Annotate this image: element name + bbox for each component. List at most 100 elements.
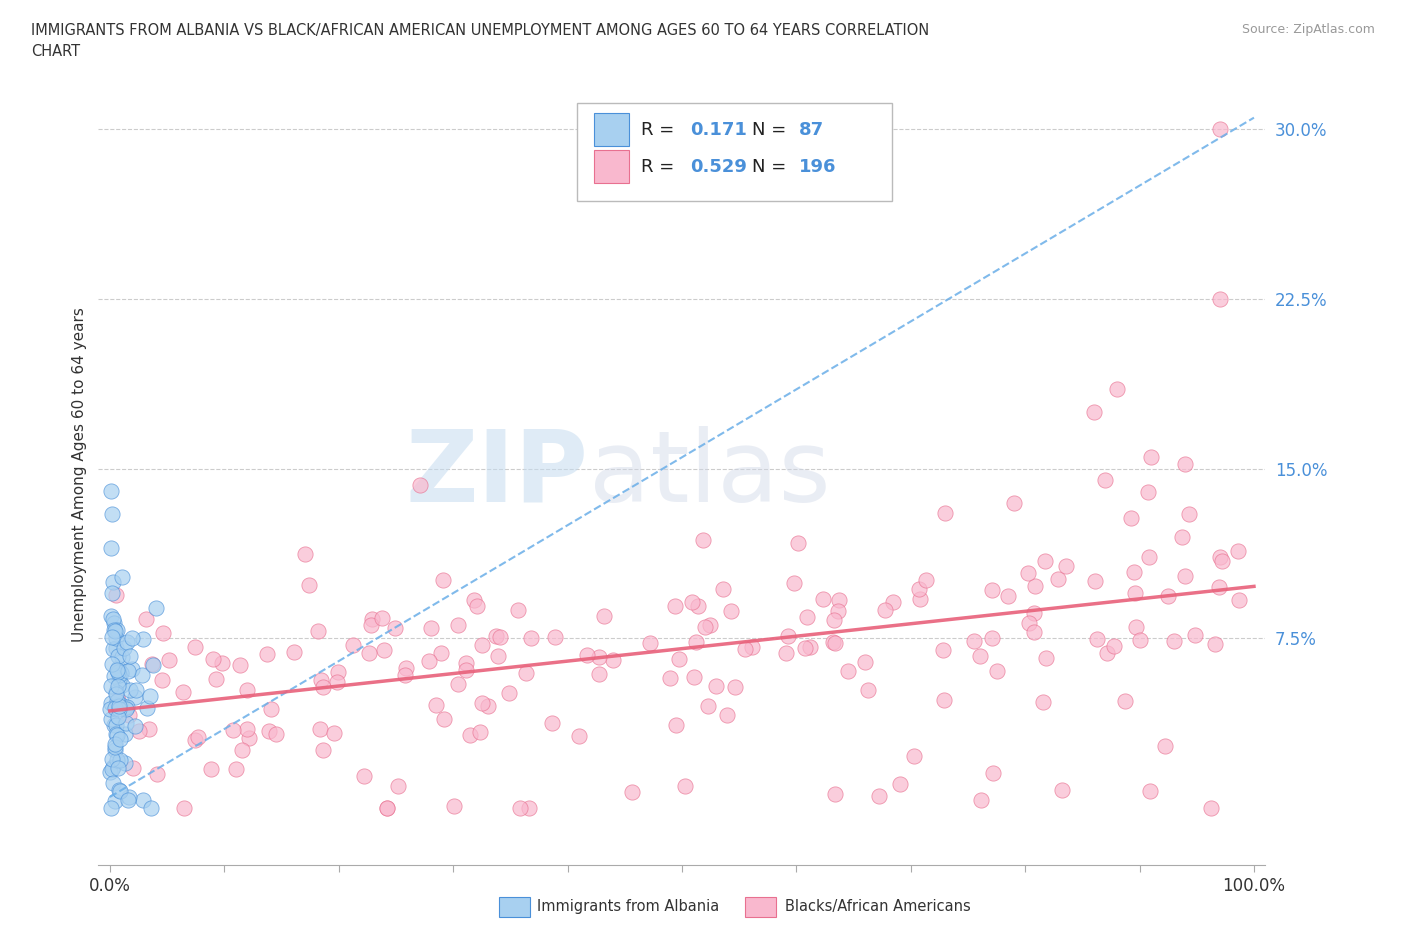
Point [907, 581, 929, 596]
Point [360, 618, 382, 632]
Point [853, 655, 876, 670]
Point [173, 801, 195, 816]
Point [124, 689, 146, 704]
Point [107, 648, 129, 663]
Point [704, 679, 727, 694]
Point [1153, 738, 1175, 753]
Point [384, 621, 406, 636]
Point [138, 688, 160, 703]
Point [420, 621, 443, 636]
Point [882, 594, 904, 609]
Point [238, 730, 260, 745]
Point [699, 618, 721, 632]
Point [115, 715, 138, 730]
Point [139, 801, 162, 816]
Point [135, 701, 157, 716]
Point [1102, 639, 1125, 654]
Point [112, 641, 135, 656]
Point [111, 569, 134, 584]
Point [145, 601, 167, 616]
Point [471, 637, 494, 652]
Point [1018, 616, 1040, 631]
Point [353, 769, 375, 784]
Point [375, 801, 398, 816]
Point [110, 666, 132, 681]
Point [103, 615, 125, 630]
Point [506, 603, 529, 618]
Point [107, 661, 129, 676]
Point [1157, 589, 1180, 604]
Point [108, 784, 131, 799]
Point [981, 631, 1004, 645]
Text: 87: 87 [799, 121, 824, 139]
Point [463, 592, 485, 607]
Point [827, 604, 849, 619]
Point [696, 698, 718, 713]
Point [517, 801, 540, 816]
Point [741, 639, 763, 654]
Point [602, 652, 624, 667]
Point [498, 685, 520, 700]
Point [157, 652, 180, 667]
Text: Source: ZipAtlas.com: Source: ZipAtlas.com [1241, 23, 1375, 36]
Point [395, 660, 418, 675]
Point [1083, 405, 1105, 419]
Point [489, 630, 512, 644]
Point [111, 677, 134, 692]
Point [824, 786, 846, 801]
Point [432, 573, 454, 588]
Point [980, 582, 1002, 597]
Point [711, 582, 734, 597]
Point [101, 762, 124, 777]
Point [101, 657, 124, 671]
Point [823, 635, 845, 650]
Text: Blacks/African Americans: Blacks/African Americans [785, 899, 970, 914]
Point [430, 645, 453, 660]
Point [541, 716, 564, 731]
Point [716, 708, 738, 723]
Point [1227, 592, 1250, 607]
Point [903, 749, 925, 764]
Point [1085, 631, 1108, 646]
Point [1204, 636, 1226, 651]
Point [110, 650, 132, 665]
Text: R =: R = [641, 157, 681, 176]
Point [103, 718, 125, 733]
Point [915, 572, 938, 587]
Point [117, 664, 139, 679]
Point [454, 662, 477, 677]
Point [1052, 783, 1074, 798]
Point [983, 765, 1005, 780]
Point [1137, 485, 1160, 499]
Point [932, 693, 955, 708]
Text: 0.529: 0.529 [690, 157, 747, 176]
Point [259, 724, 281, 738]
Text: 0.171: 0.171 [690, 121, 747, 139]
Point [588, 667, 610, 682]
Point [934, 506, 956, 521]
Point [236, 683, 259, 698]
Point [152, 625, 174, 640]
Point [683, 670, 706, 684]
Point [1163, 634, 1185, 649]
Point [1123, 585, 1146, 600]
Point [1199, 801, 1222, 816]
Point [776, 629, 799, 644]
Point [104, 700, 127, 715]
Point [443, 799, 465, 814]
Point [150, 672, 173, 687]
Point [873, 603, 896, 618]
Point [794, 641, 817, 656]
Point [588, 650, 610, 665]
Point [357, 645, 380, 660]
Point [465, 599, 488, 614]
Point [100, 712, 122, 727]
Point [100, 801, 122, 816]
Point [114, 699, 136, 714]
Point [115, 635, 138, 650]
Point [98, 701, 121, 716]
Point [298, 578, 321, 592]
Point [107, 710, 129, 724]
Point [101, 630, 124, 644]
Point [1024, 605, 1046, 620]
